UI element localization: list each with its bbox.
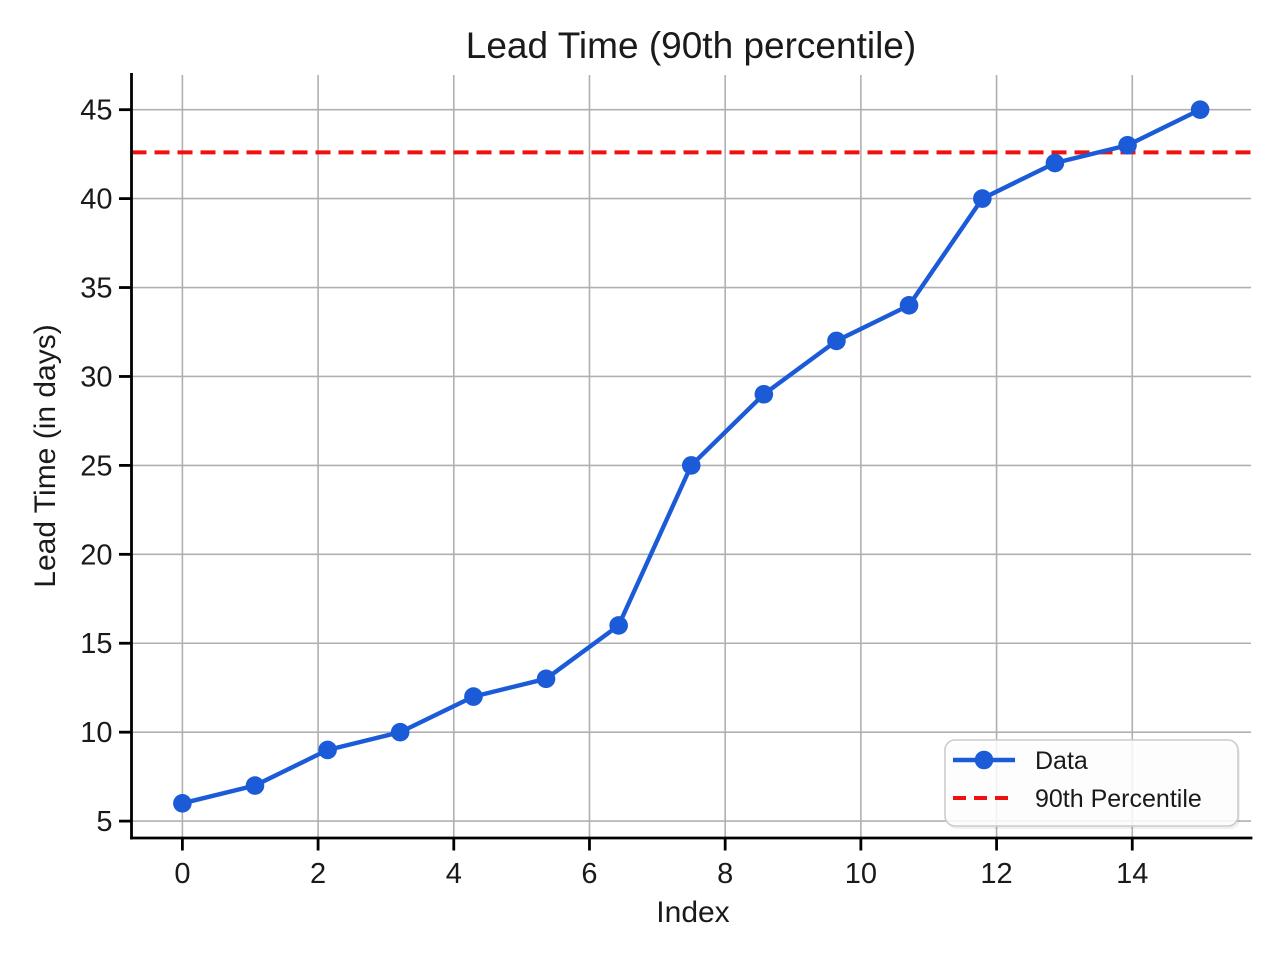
y-tick-label: 20: [80, 539, 112, 571]
y-tick-label: 45: [80, 95, 112, 127]
x-tick-label: 6: [581, 858, 597, 890]
legend-label-data: Data: [1035, 747, 1088, 775]
data-point: [390, 722, 410, 742]
y-tick-label: 10: [80, 717, 112, 749]
legend-label-percentile: 90th Percentile: [1035, 785, 1202, 813]
data-point: [973, 189, 992, 208]
x-tick-label: 0: [174, 858, 190, 890]
data-point: [609, 616, 628, 635]
legend-box: [944, 739, 1239, 827]
y-tick-label: 5: [96, 806, 112, 838]
data-point: [464, 687, 483, 706]
data-point: [173, 794, 192, 813]
data-point: [1190, 100, 1210, 119]
y-axis-label: Lead Time (in days): [29, 324, 62, 587]
x-tick-label: 12: [980, 858, 1012, 890]
x-tick-label: 2: [310, 858, 326, 890]
data-point: [899, 296, 919, 315]
data-point: [1118, 135, 1137, 155]
x-tick-label: 4: [446, 858, 462, 890]
data-point: [536, 669, 556, 689]
chart-title: Lead Time (90th percentile): [466, 25, 916, 66]
data-point: [754, 384, 774, 404]
data-point: [318, 740, 337, 760]
y-tick-label: 15: [80, 628, 112, 660]
legend: Data 90th Percentile: [944, 739, 1240, 829]
tick-labels: 0 2 4 6 8 10 12 14 5 10 15 20 25 30 35 40 45: [80, 95, 1148, 890]
data-point: [827, 331, 846, 351]
y-tick-label: 25: [80, 450, 112, 482]
x-axis-label: Index: [656, 896, 729, 929]
x-tick-label: 14: [1116, 858, 1148, 890]
data-series: [131, 100, 1251, 813]
x-tick-label: 8: [717, 858, 733, 890]
x-tick-label: 10: [845, 858, 877, 890]
data-point: [1045, 153, 1065, 173]
y-tick-label: 30: [80, 361, 112, 393]
data-point: [681, 456, 701, 475]
y-tick-label: 40: [80, 184, 112, 216]
y-tick-label: 35: [80, 273, 112, 305]
data-point: [245, 776, 265, 795]
legend-data-marker-sample: [974, 750, 994, 770]
axes: [119, 73, 1253, 851]
